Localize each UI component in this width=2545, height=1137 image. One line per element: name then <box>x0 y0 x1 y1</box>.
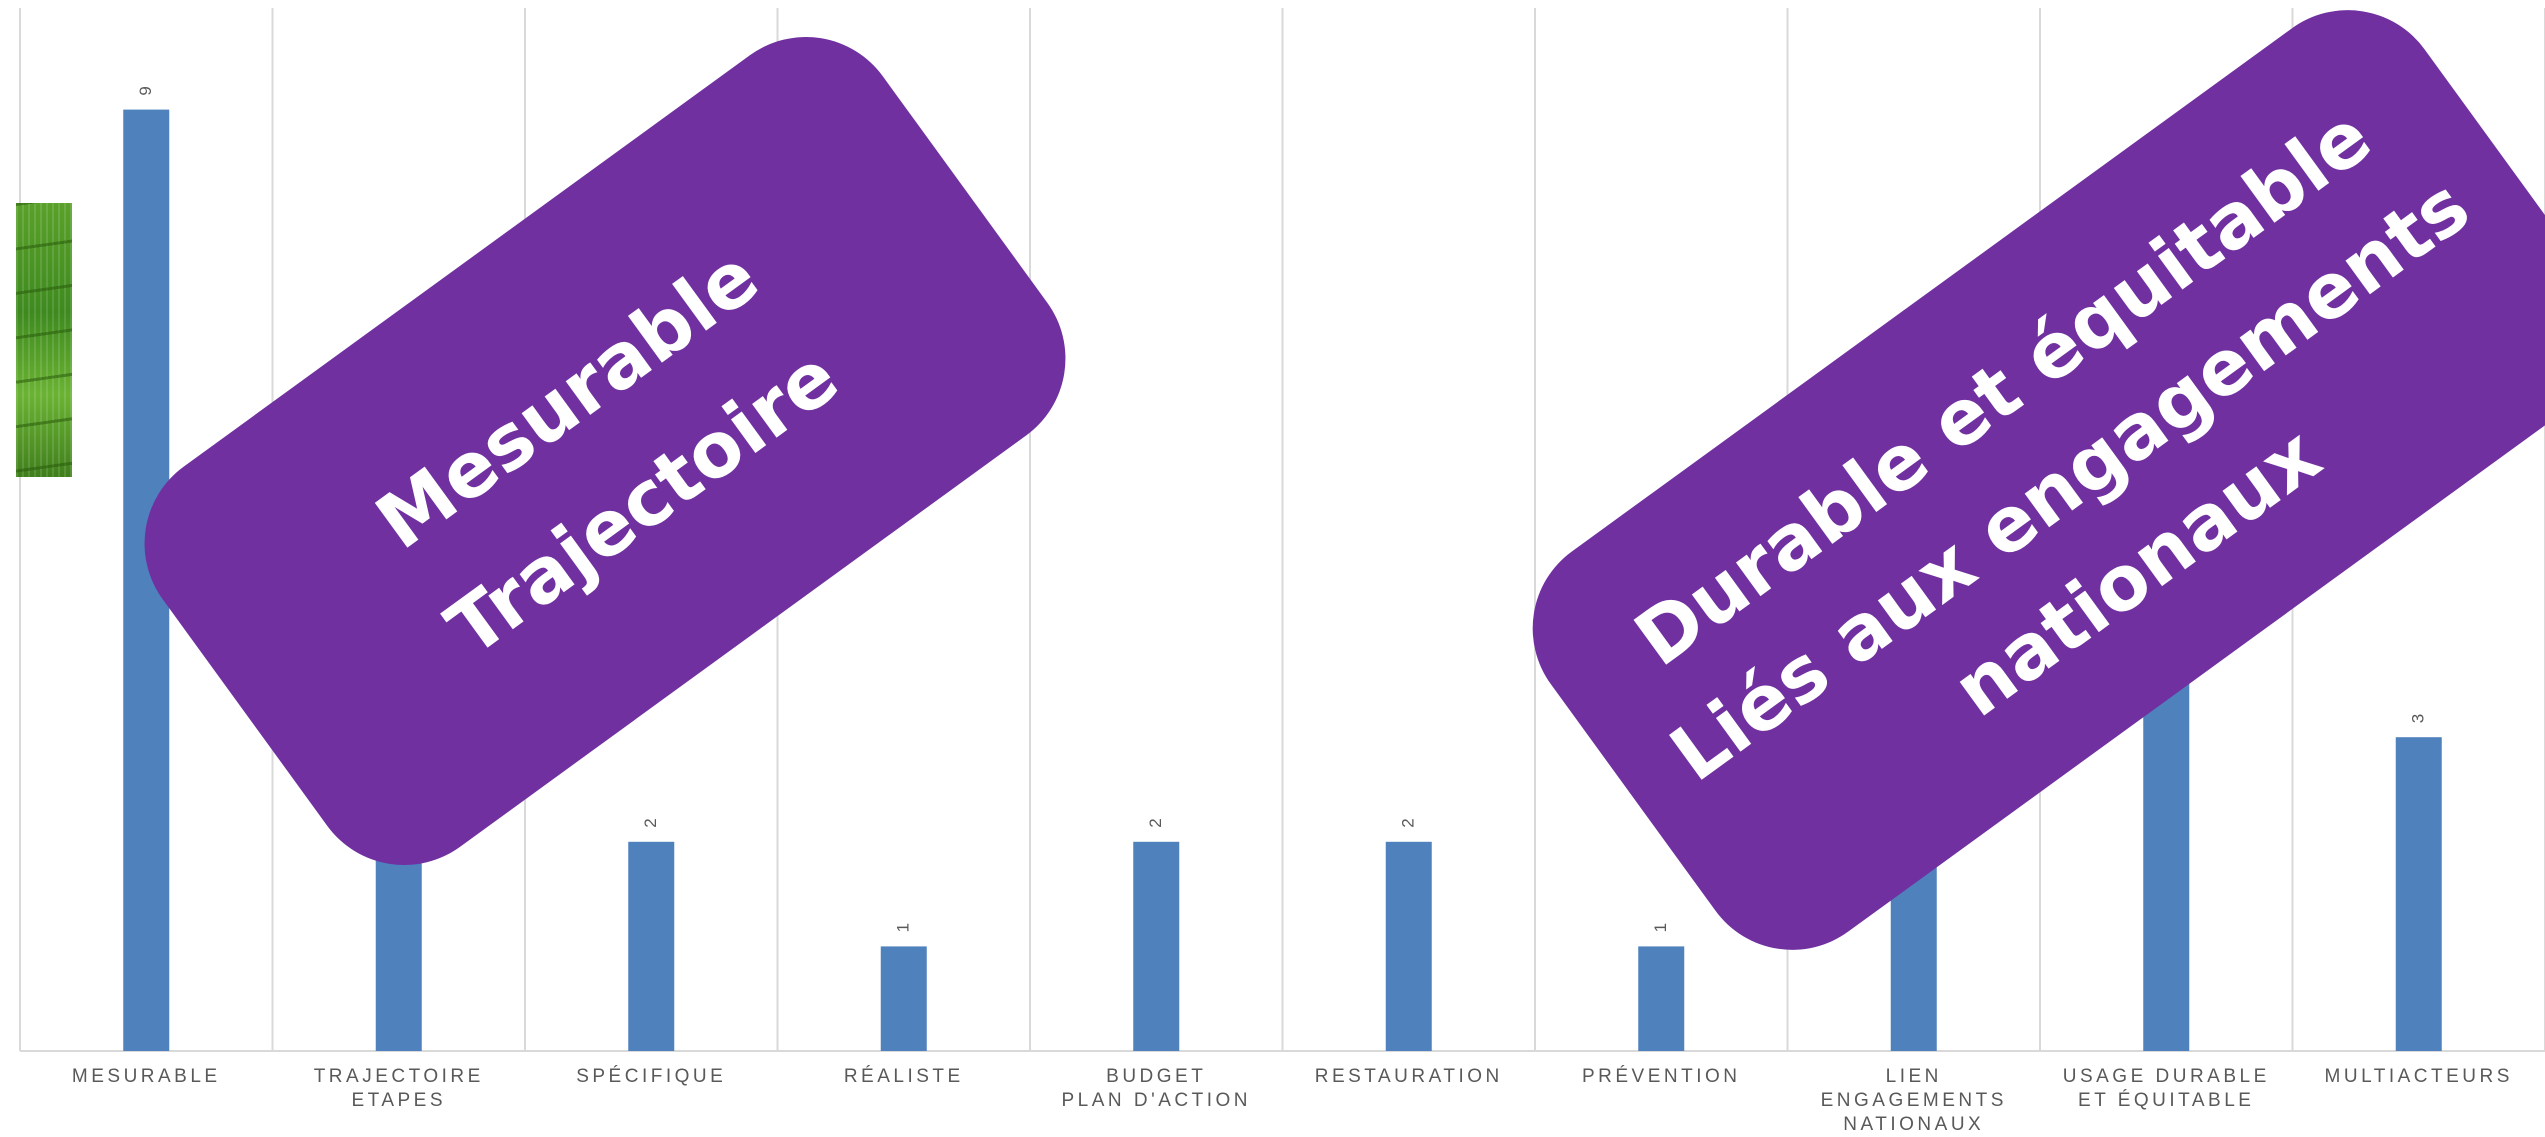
category-label: MESURABLE <box>71 1066 221 1087</box>
category-label: TRAJECTOIRE ETAPES <box>313 1066 484 1111</box>
data-label: 2 <box>1146 818 1165 827</box>
category-label: BUDGET PLAN D'ACTION <box>1061 1066 1252 1111</box>
category-label: LIEN ENGAGEMENTS NATIONAUX <box>1820 1066 2007 1135</box>
bar <box>2395 737 2442 1051</box>
data-label: 9 <box>136 86 155 95</box>
category-label: USAGE DURABLE ET ÉQUITABLE <box>2062 1066 2270 1111</box>
bar <box>628 841 675 1051</box>
category-label: MULTIACTEURS <box>2324 1066 2513 1087</box>
data-label: 1 <box>1651 923 1670 932</box>
bar <box>375 841 422 1051</box>
data-label: 1 <box>894 923 913 932</box>
category-label: RÉALISTE <box>843 1066 964 1087</box>
data-label: 2 <box>1399 818 1418 827</box>
data-label: 3 <box>2409 714 2428 723</box>
tea-plantation-photo <box>16 203 72 477</box>
category-label: RESTAURATION <box>1314 1066 1503 1087</box>
data-label: 2 <box>641 818 660 827</box>
bar <box>1133 841 1180 1051</box>
category-label: SPÉCIFIQUE <box>576 1066 727 1087</box>
bar <box>1385 841 1432 1051</box>
category-label: PRÉVENTION <box>1581 1066 1741 1087</box>
bar <box>880 946 927 1051</box>
bar <box>1638 946 1685 1051</box>
